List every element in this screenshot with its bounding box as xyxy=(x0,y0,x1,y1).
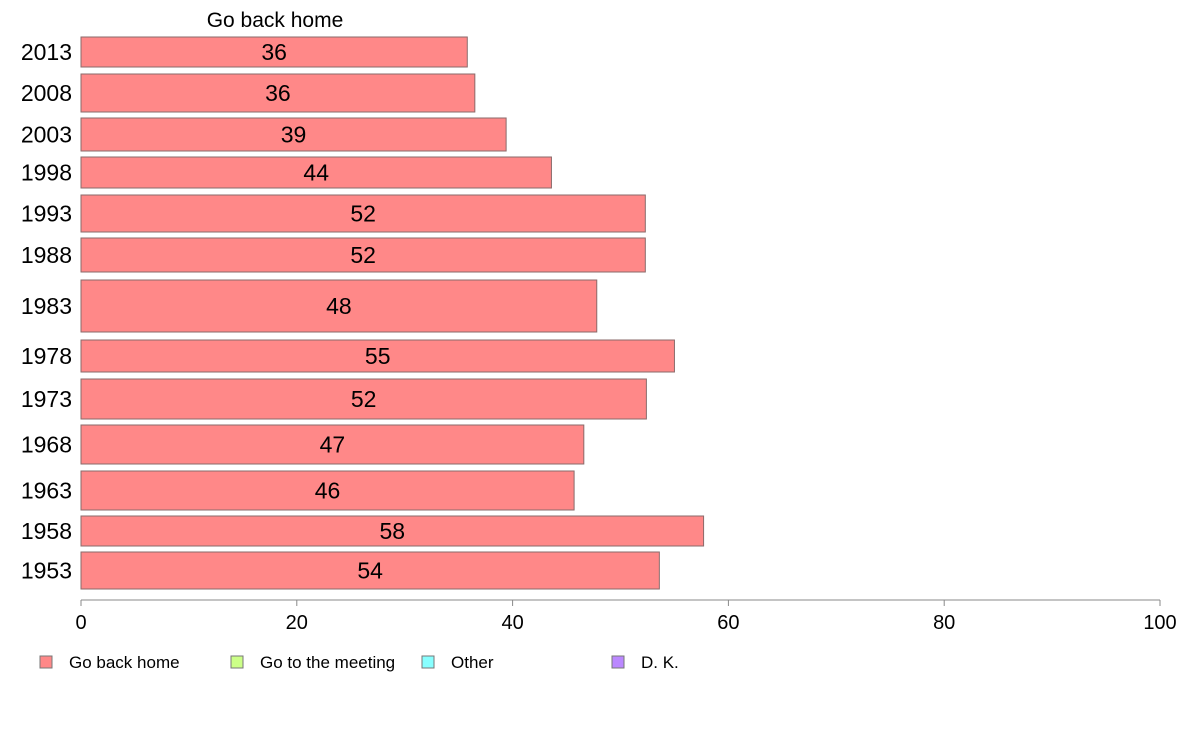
bars-layer: 36 2013 36 2008 39 2003 44 1998 52 1993 52 1988 48 19… xyxy=(21,36,705,590)
y-tick-label-1983: 1983 xyxy=(21,293,72,319)
data-label-1958: 58 xyxy=(379,518,405,544)
y-tick-label-1958: 1958 xyxy=(21,518,72,544)
data-label-2013: 36 xyxy=(261,39,287,65)
data-label-2003: 39 xyxy=(281,122,307,148)
y-tick-label-1988: 1988 xyxy=(21,242,72,268)
y-tick-label-1978: 1978 xyxy=(21,343,72,369)
chart-title: Go back home xyxy=(207,9,344,32)
legend-label-d-k: D. K. xyxy=(641,653,679,672)
data-label-1983: 48 xyxy=(326,293,352,319)
data-label-1998: 44 xyxy=(303,160,329,186)
bar-1953 xyxy=(80,551,660,590)
bar-1968 xyxy=(80,424,585,465)
y-tick-label-1993: 1993 xyxy=(21,201,72,227)
y-tick-label-1998: 1998 xyxy=(21,160,72,186)
legend-swatch-go-to-the-meeting xyxy=(230,655,244,669)
bar-1973 xyxy=(80,378,647,420)
y-tick-label-1963: 1963 xyxy=(21,478,72,504)
y-tick-label-1953: 1953 xyxy=(21,558,72,584)
legend-label-other: Other xyxy=(451,653,494,672)
data-label-1973: 52 xyxy=(351,386,377,412)
bar-1993 xyxy=(80,194,646,233)
bar-2003 xyxy=(80,117,507,152)
bar-1978 xyxy=(80,339,675,373)
bar-1963 xyxy=(80,470,575,511)
legend-label-go-back-home: Go back home xyxy=(69,653,180,672)
y-tick-label-2013: 2013 xyxy=(21,39,72,65)
bar-1958 xyxy=(80,515,705,547)
x-tick-label-20: 20 xyxy=(286,612,308,634)
bar-1983 xyxy=(80,279,598,333)
x-tick-label-60: 60 xyxy=(717,612,739,634)
data-label-1988: 52 xyxy=(350,242,376,268)
legend-swatch-d-k xyxy=(611,655,625,669)
data-label-1978: 55 xyxy=(365,343,391,369)
data-label-2008: 36 xyxy=(265,80,291,106)
data-label-1953: 54 xyxy=(357,558,383,584)
bar-2013 xyxy=(80,36,468,68)
y-tick-label-1968: 1968 xyxy=(21,432,72,458)
x-axis: 0 20 40 60 80 100 xyxy=(75,599,1177,634)
x-tick-label-100: 100 xyxy=(1143,612,1176,634)
x-tick-label-80: 80 xyxy=(933,612,955,634)
x-tick-label-40: 40 xyxy=(501,612,523,634)
legend-swatch-go-back-home xyxy=(39,655,53,669)
legend: Go back home Go to the meeting Other D. K. xyxy=(39,653,679,672)
x-tick-label-0: 0 xyxy=(75,612,86,634)
data-label-1968: 47 xyxy=(320,432,346,458)
data-label-1993: 52 xyxy=(350,201,376,227)
bar-2008 xyxy=(80,73,476,113)
legend-swatch-other xyxy=(421,655,435,669)
legend-label-go-to-the-meeting: Go to the meeting xyxy=(260,653,395,672)
y-tick-label-1973: 1973 xyxy=(21,386,72,412)
data-label-1963: 46 xyxy=(315,478,341,504)
y-tick-label-2003: 2003 xyxy=(21,122,72,148)
bar-1988 xyxy=(80,237,646,273)
y-tick-label-2008: 2008 xyxy=(21,80,72,106)
bar-1998 xyxy=(80,156,552,189)
